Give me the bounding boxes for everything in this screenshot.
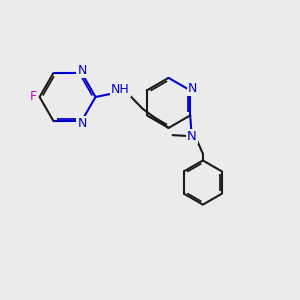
Text: N: N xyxy=(77,117,87,130)
Text: N: N xyxy=(77,64,87,77)
Text: N: N xyxy=(188,82,197,95)
Text: NH: NH xyxy=(111,83,130,96)
Text: N: N xyxy=(187,130,196,143)
Text: F: F xyxy=(29,91,37,103)
